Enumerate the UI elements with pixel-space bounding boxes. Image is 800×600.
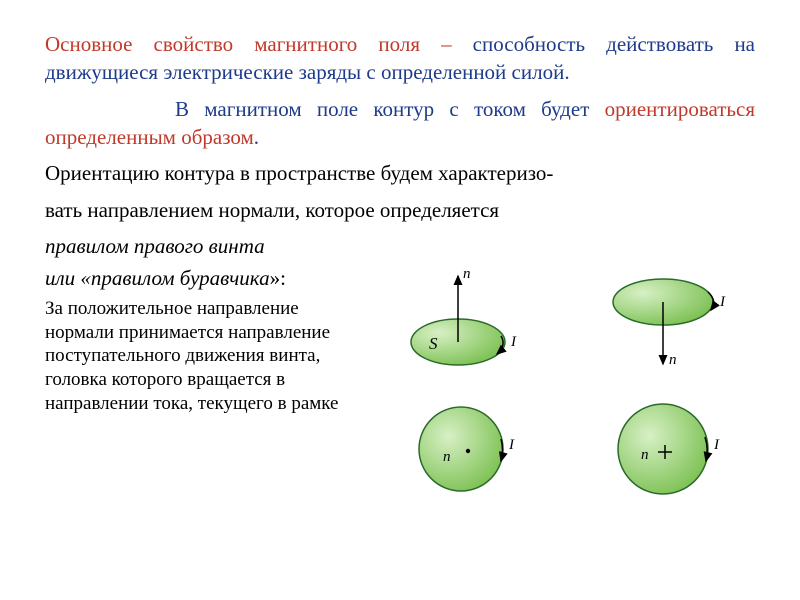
p2-blue2: . [254, 125, 259, 149]
n-label-1: n⃗ [463, 266, 482, 282]
paragraph-3b: вать направлением нормали, которое опред… [45, 196, 755, 224]
paragraph-5: или «правилом буравчика»: [45, 264, 365, 292]
I-label-2: I [719, 294, 726, 310]
diagram-cell-3: n⃗ I [383, 389, 563, 509]
I-label-1: I [510, 334, 517, 350]
n-label-3: n⃗ [443, 449, 462, 465]
p1-red: Основное свойство магнитного поля – [45, 32, 452, 56]
diagram-cell-1: n⃗ S I [383, 264, 563, 384]
explain: За положительное направление нормали при… [45, 297, 365, 416]
paragraph-4: правилом правого винта [45, 232, 755, 260]
p2-blue1: В магнитном поле контур с током будет [175, 97, 605, 121]
paragraph-1: Основное свойство магнитного поля – спос… [45, 30, 755, 87]
p5b: правилом буравчика [91, 266, 270, 290]
n-label-4: n⃗ [641, 447, 660, 463]
p5c: »: [270, 266, 286, 290]
S-label: S [429, 334, 438, 353]
I-label-4: I [713, 437, 720, 453]
lower-row: или «правилом буравчика»: За положительн… [45, 264, 755, 504]
diagram-cell-2: n⃗ I [573, 264, 753, 384]
n-label-2: n⃗ [669, 352, 688, 368]
paragraph-3a: Ориентацию контура в пространстве будем … [45, 159, 755, 187]
diagram-cell-4: n⃗ I [573, 389, 753, 509]
paragraph-2: В магнитном поле контур с током будет ор… [45, 95, 755, 152]
I-label-3: I [508, 437, 515, 453]
p5a: или « [45, 266, 91, 290]
diagram: n⃗ S I n⃗ I n⃗ [383, 264, 755, 504]
lower-text: или «правилом буравчика»: За положительн… [45, 264, 383, 504]
